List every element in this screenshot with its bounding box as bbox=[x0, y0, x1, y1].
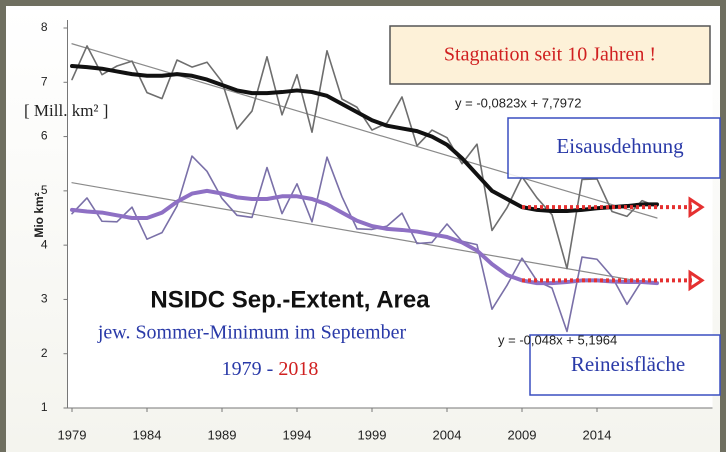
trend-equation: y = -0,048x + 5,1964 bbox=[498, 332, 617, 347]
data-line bbox=[71, 45, 658, 270]
x-tick-label: 1979 bbox=[58, 427, 87, 442]
y-tick-label: 1 bbox=[41, 400, 48, 414]
y-tick-label: 4 bbox=[41, 237, 48, 251]
year-to: 2018 bbox=[278, 358, 318, 380]
smoothed-line bbox=[70, 64, 659, 213]
y-tick-label: 3 bbox=[41, 292, 48, 306]
legend-box bbox=[529, 334, 721, 396]
smoothed-line bbox=[70, 188, 659, 286]
legend-label: Reineisfläche bbox=[571, 352, 685, 376]
x-tick-label: 2014 bbox=[583, 427, 612, 442]
unit-label: [ Mill. km² ] bbox=[24, 101, 108, 120]
stagnation-arrow bbox=[522, 196, 705, 218]
y-tick-label: 8 bbox=[41, 20, 48, 34]
annotation-box bbox=[389, 25, 711, 85]
legend-label: Eisausdehnung bbox=[556, 134, 684, 158]
year-sep: - bbox=[267, 358, 274, 380]
data-line bbox=[71, 155, 658, 333]
y-axis-label: Mio km² bbox=[32, 192, 46, 237]
x-tick-label: 1999 bbox=[358, 427, 387, 442]
x-tick-label: 2004 bbox=[433, 427, 462, 442]
x-tick-label: 1984 bbox=[133, 427, 162, 442]
arrow-head bbox=[688, 269, 705, 292]
trend-equation: y = -0,0823x + 7,7972 bbox=[455, 95, 581, 110]
x-tick-label: 2009 bbox=[508, 427, 537, 442]
arrow-head bbox=[688, 196, 705, 218]
year-from: 1979 bbox=[222, 358, 262, 380]
legend-box bbox=[507, 117, 721, 179]
y-tick-label: 2 bbox=[41, 346, 48, 360]
chart-subtitle: jew. Sommer-Minimum im September bbox=[97, 322, 407, 344]
stagnation-arrow bbox=[522, 269, 705, 292]
y-tick-label: 7 bbox=[41, 74, 48, 88]
x-tick-label: 1989 bbox=[208, 427, 237, 442]
chart-title: NSIDC Sep.-Extent, Area bbox=[150, 286, 430, 313]
year-range: 1979 - 2018 bbox=[222, 358, 319, 380]
trend-line bbox=[71, 43, 658, 219]
y-tick-label: 5 bbox=[41, 183, 48, 197]
trend-line bbox=[71, 182, 658, 285]
annotation: Stagnation seit 10 Jahren ! bbox=[444, 44, 656, 66]
y-tick-label: 6 bbox=[41, 129, 48, 143]
x-tick-label: 1994 bbox=[283, 427, 312, 442]
